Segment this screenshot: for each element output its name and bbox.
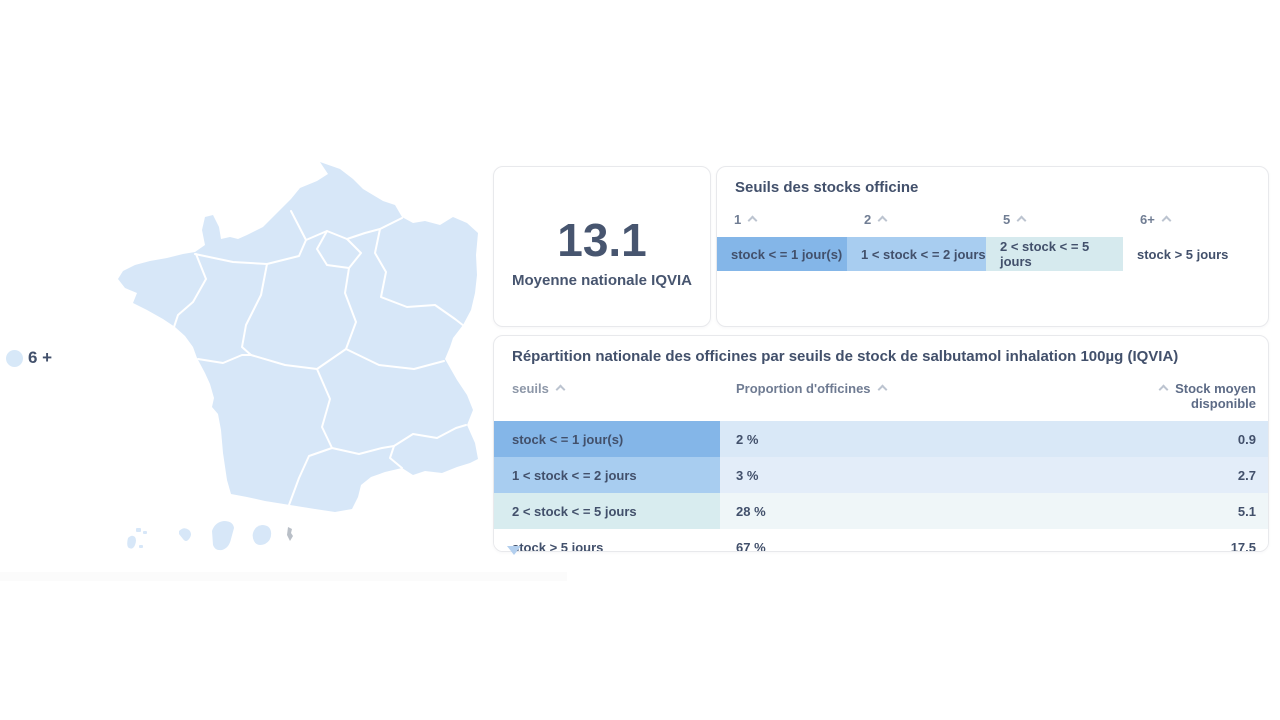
thresholds-header-6plus[interactable]: 6+ (1123, 212, 1268, 227)
national-average-value: 13.1 (557, 213, 647, 266)
sort-asc-icon (747, 215, 758, 226)
france-map-svg[interactable] (95, 155, 490, 560)
table-row: 2 < stock < = 5 jours 28 % 5.1 (494, 493, 1268, 529)
row-stock: 2.7 (1237, 467, 1256, 483)
distribution-header-row: seuils Proportion d'officines Stock moye… (494, 381, 1268, 411)
distribution-header-proportion[interactable]: Proportion d'officines (720, 381, 1118, 411)
thresholds-header-5[interactable]: 5 (986, 212, 1123, 227)
sort-asc-icon (555, 384, 566, 395)
faint-divider (0, 572, 567, 581)
row-seuil: 2 < stock < = 5 jours (494, 493, 720, 529)
threshold-cell-6plus: stock > 5 jours (1123, 237, 1268, 271)
distribution-rows: stock < = 1 jour(s) 2 % 0.9 1 < stock < … (494, 421, 1268, 552)
reunion (252, 525, 272, 545)
distribution-header-stock[interactable]: Stock moyen disponible (1118, 381, 1268, 411)
distribution-card: Répartition nationale des officines par … (493, 335, 1269, 552)
martinique (179, 528, 191, 541)
thresholds-header-2[interactable]: 2 (847, 212, 986, 227)
guadeloupe (127, 535, 136, 549)
legend-dot-icon (6, 349, 23, 367)
france-mainland[interactable] (118, 162, 478, 512)
row-seuil: stock > 5 jours (494, 529, 720, 551)
row-stock: 17.5 (1230, 539, 1256, 552)
row-seuil: 1 < stock < = 2 jours (494, 457, 720, 493)
row-proportion: 28 % (736, 503, 766, 519)
map-legend: 6 + (6, 348, 52, 368)
threshold-cell-2: 1 < stock < = 2 jours (847, 237, 986, 271)
thresholds-header-row: 1 2 5 6+ (717, 212, 1268, 227)
guadeloupe-islet-3 (139, 545, 143, 548)
thresholds-card-title: Seuils des stocks officine (735, 179, 919, 196)
threshold-cell-5: 2 < stock < = 5 jours (986, 237, 1123, 271)
sort-asc-icon (1161, 215, 1172, 226)
guadeloupe-islet-2 (143, 531, 147, 534)
sort-asc-icon (1158, 384, 1169, 395)
overseas-territories[interactable] (127, 521, 293, 551)
row-proportion: 2 % (736, 431, 759, 447)
legend-label: 6 + (28, 348, 53, 367)
guyane (212, 521, 234, 551)
distribution-header-seuils[interactable]: seuils (494, 381, 720, 411)
france-map[interactable] (95, 155, 490, 560)
threshold-cell-1: stock < = 1 jour(s) (717, 237, 847, 271)
distribution-card-title: Répartition nationale des officines par … (512, 348, 1179, 365)
thresholds-header-1[interactable]: 1 (717, 212, 847, 227)
row-stock: 5.1 (1237, 503, 1256, 519)
row-stock: 0.9 (1237, 431, 1256, 447)
guadeloupe-islet-1 (136, 528, 141, 532)
mayotte (287, 527, 293, 541)
sort-asc-icon (1016, 215, 1027, 226)
thresholds-band: stock < = 1 jour(s) 1 < stock < = 2 jour… (717, 237, 1268, 271)
national-average-label: Moyenne nationale IQVIA (511, 271, 693, 289)
table-row: 1 < stock < = 2 jours 3 % 2.7 (494, 457, 1268, 493)
triangle-marker-icon (507, 546, 521, 555)
table-row: stock < = 1 jour(s) 2 % 0.9 (494, 421, 1268, 457)
row-proportion: 67 % (736, 539, 766, 552)
sort-asc-icon (877, 384, 887, 395)
row-proportion: 3 % (736, 467, 759, 483)
national-average-card: 13.1 Moyenne nationale IQVIA (493, 166, 711, 327)
table-row: stock > 5 jours 67 % 17.5 (494, 529, 1268, 552)
row-seuil: stock < = 1 jour(s) (494, 421, 720, 457)
thresholds-card: Seuils des stocks officine 1 2 5 6+ stoc… (716, 166, 1269, 327)
region-borders (173, 210, 467, 506)
sort-asc-icon (877, 215, 888, 226)
